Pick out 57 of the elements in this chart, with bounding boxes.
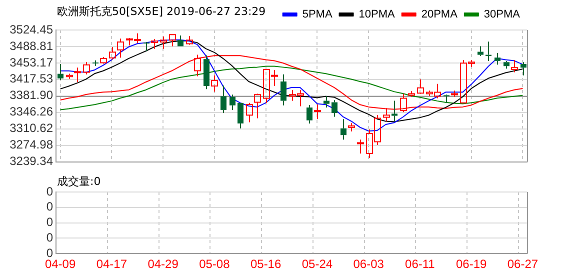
candlestick (417, 78, 424, 94)
category-label: 06-03 (353, 257, 384, 272)
candlestick (92, 60, 98, 66)
y-tick-label: 3453.17 (10, 55, 54, 70)
legend-label: 5PMA (302, 8, 333, 21)
text: 0 (46, 215, 54, 230)
category-label: 06-19 (456, 257, 487, 272)
candlestick (332, 100, 338, 118)
candlestick (254, 93, 261, 119)
text: 0 (46, 246, 54, 260)
candlestick (204, 54, 210, 90)
category-label: 06-11 (405, 257, 435, 272)
candlestick (494, 52, 500, 66)
candlestick (58, 64, 64, 80)
y-tick-label: 3239.34 (10, 154, 54, 168)
y-tick-label: 3524.45 (10, 22, 54, 36)
candlestick (324, 96, 330, 108)
y-tick-label: 3346.26 (10, 104, 54, 119)
legend-label: 30PMA (484, 8, 521, 21)
candlestick (160, 36, 167, 50)
candlestick (444, 95, 450, 104)
candlestick (220, 84, 226, 114)
y-tick-label: 3274.98 (10, 138, 54, 152)
candlestick (478, 46, 484, 57)
candlestick (306, 104, 312, 124)
text: 0 (46, 184, 54, 198)
candlestick (520, 62, 526, 76)
candlestick (238, 102, 244, 129)
candlestick (74, 67, 81, 83)
y-tick-label: 3488.81 (10, 38, 54, 53)
legend-label: 20PMA (421, 8, 458, 21)
candlestick (230, 94, 236, 110)
candlestick (340, 118, 346, 140)
category-label: 05-16 (250, 257, 282, 272)
y-tick-label: 3381.90 (10, 88, 54, 102)
category-label: 04-09 (44, 257, 76, 272)
candlestick (392, 100, 398, 122)
category-label: 05-24 (302, 257, 333, 272)
candlestick (357, 139, 364, 154)
category-label: 06-27 (507, 257, 538, 272)
y-tick-label: 3417.53 (10, 72, 54, 86)
legend-label: 10PMA (358, 8, 396, 21)
category-label: 05-08 (199, 257, 230, 272)
text: 0 (46, 230, 54, 245)
text: 成交量:0 (57, 174, 101, 189)
chart-title: 欧洲斯托克50[SX5E] 2019-06-27 23:29 (57, 4, 266, 19)
y-tick-label: 3310.62 (10, 121, 54, 136)
candlestick (211, 74, 218, 92)
candlestick (178, 35, 184, 46)
text: 0 (46, 200, 54, 214)
candlestick (511, 60, 518, 73)
candlestick (117, 38, 124, 58)
category-label: 04-29 (148, 257, 178, 272)
candlestick (314, 104, 321, 120)
candlestick (280, 74, 286, 106)
category-label: 04-17 (96, 257, 128, 272)
candlestick (504, 60, 510, 70)
